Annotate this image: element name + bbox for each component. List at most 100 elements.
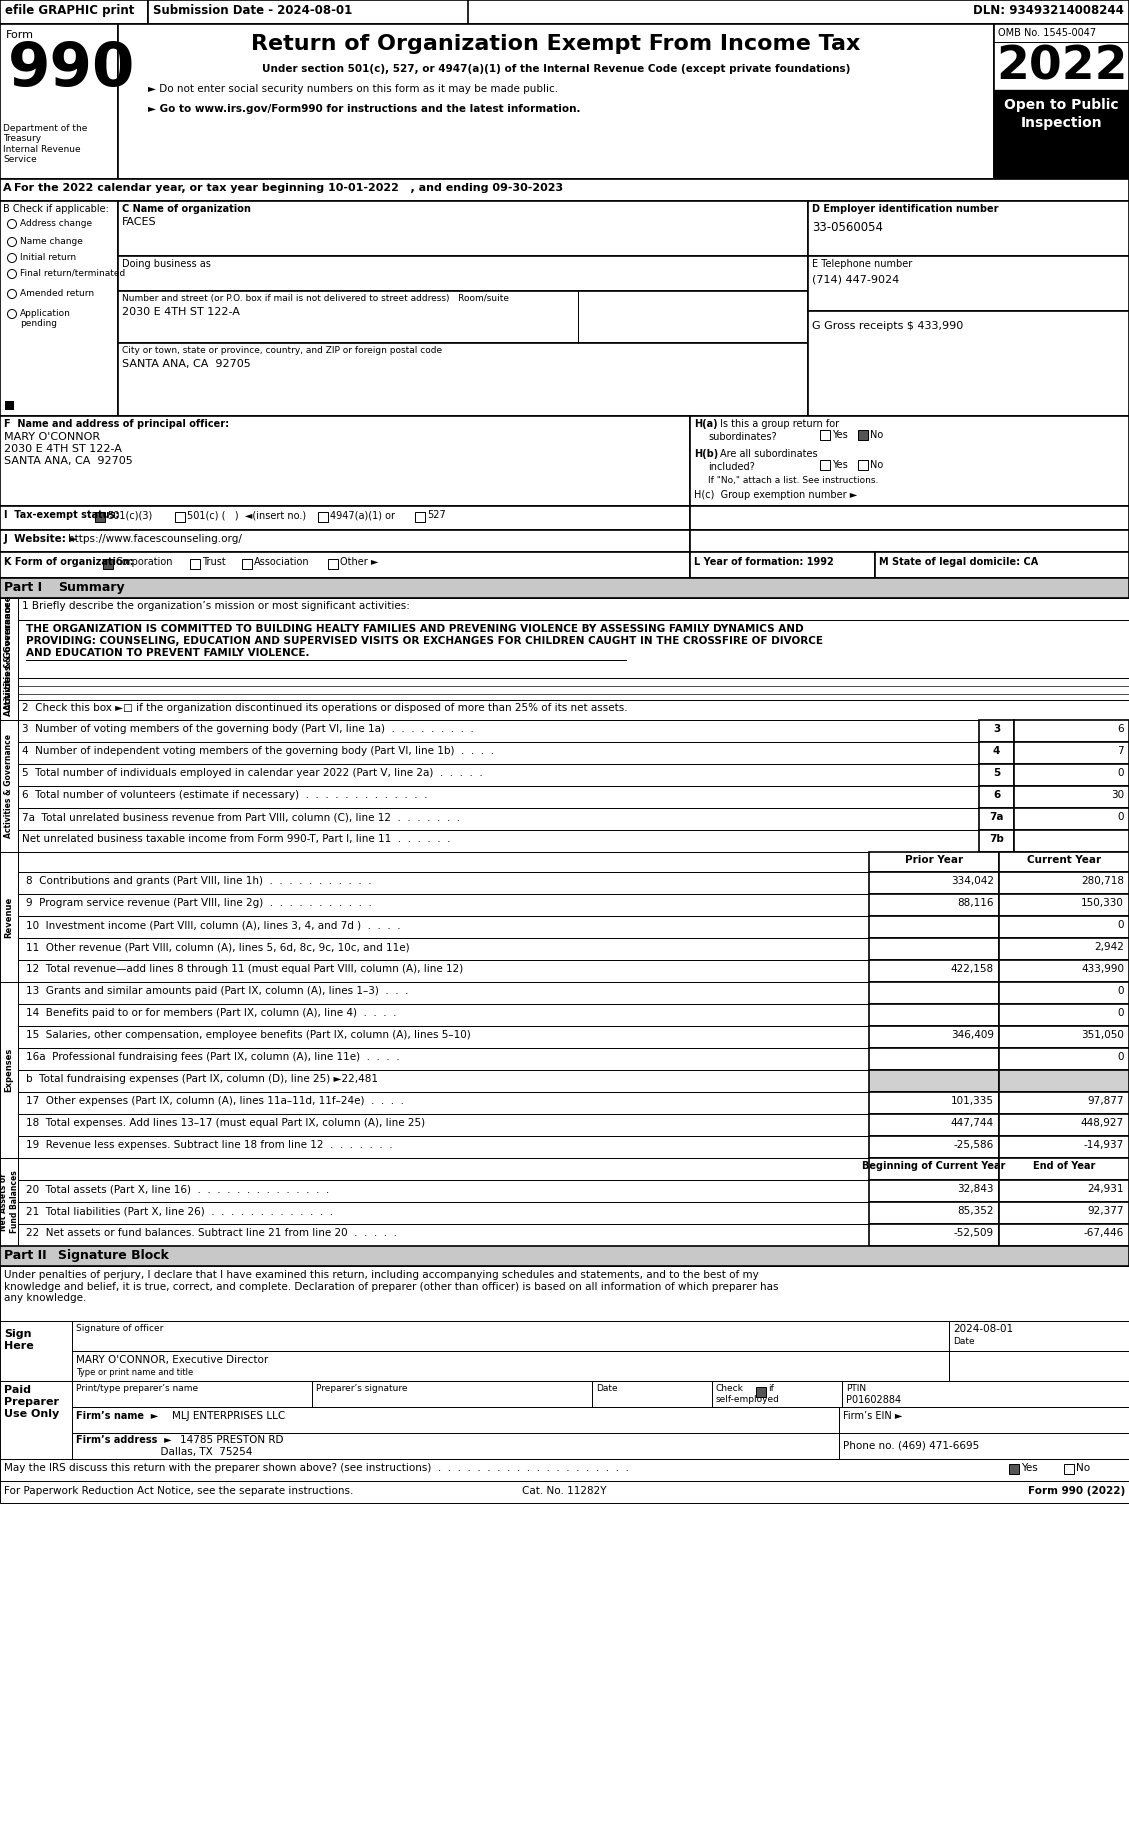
Text: 0: 0: [1118, 769, 1124, 778]
Bar: [0, 201, 119, 416]
Bar: [839, 1406, 1129, 1432]
Text: Date: Date: [596, 1384, 618, 1393]
Bar: [0, 1460, 1129, 1480]
Text: Summary: Summary: [58, 580, 124, 593]
Text: Signature Block: Signature Block: [58, 1249, 169, 1262]
Text: SANTA ANA, CA  92705: SANTA ANA, CA 92705: [122, 359, 251, 370]
Text: -14,937: -14,937: [1084, 1140, 1124, 1149]
Text: A: A: [3, 183, 11, 192]
Text: Activities & Governance: Activities & Governance: [5, 595, 14, 710]
Bar: [842, 1380, 1129, 1406]
Bar: [994, 24, 1129, 179]
Text: 448,927: 448,927: [1080, 1118, 1124, 1127]
Bar: [0, 416, 690, 506]
Text: 4: 4: [992, 747, 1000, 756]
Bar: [999, 1026, 1129, 1048]
Text: Net Assets or
Fund Balances: Net Assets or Fund Balances: [0, 1170, 19, 1233]
Text: 280,718: 280,718: [1080, 876, 1124, 885]
Text: 33-0560054: 33-0560054: [812, 222, 883, 235]
Bar: [18, 1223, 869, 1246]
Bar: [999, 894, 1129, 917]
Text: MARY O'CONNOR: MARY O'CONNOR: [5, 432, 100, 442]
Text: efile GRAPHIC print: efile GRAPHIC print: [5, 4, 134, 17]
Bar: [869, 852, 999, 872]
Text: Firm’s EIN ►: Firm’s EIN ►: [843, 1412, 902, 1421]
Bar: [415, 512, 425, 521]
Text: 3  Number of voting members of the governing body (Part VI, line 1a)  .  .  .  .: 3 Number of voting members of the govern…: [21, 724, 474, 734]
Text: H(a): H(a): [694, 419, 718, 429]
Text: L Year of formation: 1992: L Year of formation: 1992: [694, 556, 833, 567]
Bar: [869, 1003, 999, 1026]
Text: 7: 7: [1118, 747, 1124, 756]
Text: City or town, state or province, country, and ZIP or foreign postal code: City or town, state or province, country…: [122, 346, 443, 355]
Bar: [18, 1048, 869, 1070]
Bar: [72, 1321, 949, 1351]
Text: B Check if applicable:: B Check if applicable:: [3, 203, 108, 214]
Text: Paid: Paid: [5, 1384, 30, 1395]
Bar: [0, 0, 148, 24]
Text: 7a  Total unrelated business revenue from Part VIII, column (C), line 12  .  .  : 7a Total unrelated business revenue from…: [21, 811, 461, 822]
Text: No: No: [1076, 1464, 1091, 1473]
Bar: [18, 1092, 869, 1114]
Bar: [18, 808, 979, 830]
Bar: [712, 1380, 842, 1406]
Bar: [18, 1159, 869, 1181]
Text: OMB No. 1545-0047: OMB No. 1545-0047: [998, 28, 1096, 39]
Text: (714) 447-9024: (714) 447-9024: [812, 274, 900, 285]
Text: subordinates?: subordinates?: [708, 432, 777, 442]
Text: If "No," attach a list. See instructions.: If "No," attach a list. See instructions…: [708, 477, 878, 484]
Bar: [18, 872, 869, 894]
Bar: [312, 1380, 592, 1406]
Text: FACES: FACES: [122, 216, 157, 227]
Text: 30: 30: [1111, 789, 1124, 800]
Text: Here: Here: [5, 1342, 34, 1351]
Text: Sign: Sign: [5, 1329, 32, 1340]
Text: 2,942: 2,942: [1094, 942, 1124, 952]
Bar: [18, 939, 869, 959]
Bar: [175, 512, 185, 521]
Text: Phone no. (469) 471-6695: Phone no. (469) 471-6695: [843, 1441, 979, 1451]
Bar: [875, 553, 1129, 578]
Bar: [756, 1388, 765, 1397]
Bar: [103, 558, 113, 569]
Bar: [979, 785, 1014, 808]
Text: 2030 E 4TH ST 122-A: 2030 E 4TH ST 122-A: [5, 444, 122, 455]
Text: Yes: Yes: [832, 431, 848, 440]
Text: Open to Public: Open to Public: [1004, 98, 1119, 113]
Text: End of Year: End of Year: [1033, 1161, 1095, 1172]
Text: May the IRS discuss this return with the preparer shown above? (see instructions: May the IRS discuss this return with the…: [5, 1464, 629, 1473]
Text: No: No: [870, 460, 883, 469]
Bar: [858, 431, 868, 440]
Bar: [18, 599, 1129, 619]
Bar: [690, 506, 1129, 530]
Bar: [18, 1114, 869, 1137]
Text: -67,446: -67,446: [1084, 1229, 1124, 1238]
Bar: [0, 852, 18, 981]
Bar: [18, 763, 979, 785]
Text: 12  Total revenue—add lines 8 through 11 (must equal Part VIII, column (A), line: 12 Total revenue—add lines 8 through 11 …: [26, 965, 463, 974]
Text: Are all subordinates: Are all subordinates: [720, 449, 817, 458]
Bar: [808, 310, 1129, 416]
Bar: [999, 1137, 1129, 1159]
Bar: [18, 1181, 869, 1201]
Bar: [999, 1048, 1129, 1070]
Bar: [148, 0, 469, 24]
Bar: [1014, 763, 1129, 785]
Text: 0: 0: [1118, 1007, 1124, 1018]
Text: H(b): H(b): [694, 449, 718, 458]
Text: For Paperwork Reduction Act Notice, see the separate instructions.: For Paperwork Reduction Act Notice, see …: [5, 1486, 353, 1497]
Text: Beginning of Current Year: Beginning of Current Year: [863, 1161, 1006, 1172]
Bar: [820, 431, 830, 440]
Bar: [869, 1026, 999, 1048]
Bar: [999, 1092, 1129, 1114]
Bar: [18, 678, 1129, 700]
Bar: [869, 981, 999, 1003]
Bar: [72, 1380, 312, 1406]
Bar: [979, 721, 1014, 743]
Text: 11  Other revenue (Part VIII, column (A), lines 5, 6d, 8c, 9c, 10c, and 11e): 11 Other revenue (Part VIII, column (A),…: [26, 942, 410, 952]
Bar: [18, 894, 869, 917]
Text: 8  Contributions and grants (Part VIII, line 1h)  .  .  .  .  .  .  .  .  .  .  : 8 Contributions and grants (Part VIII, l…: [26, 876, 371, 885]
Text: Association: Association: [254, 556, 309, 567]
Text: Prior Year: Prior Year: [905, 856, 963, 865]
Text: 16a  Professional fundraising fees (Part IX, column (A), line 11e)  .  .  .  .: 16a Professional fundraising fees (Part …: [26, 1052, 400, 1063]
